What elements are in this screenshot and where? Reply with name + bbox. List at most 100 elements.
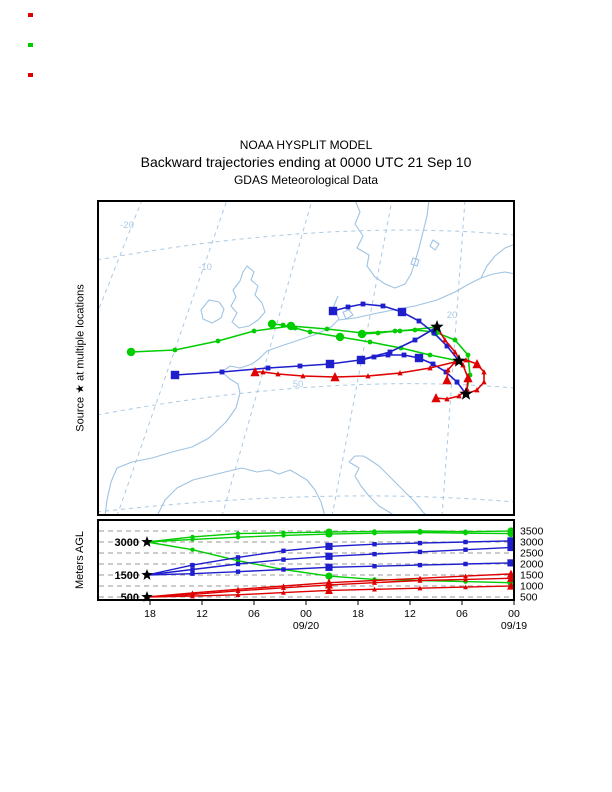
trajectory-marker [397, 370, 403, 376]
agl-scale-label: 2500 [520, 548, 544, 560]
meters-agl-axis-label: Meters AGL [74, 530, 86, 590]
time-tick-label: 12 [404, 608, 416, 620]
print-mark [28, 13, 33, 17]
trajectory-marker [375, 330, 381, 336]
trajectory-marker [417, 530, 423, 535]
trajectory-marker [235, 531, 241, 536]
trajectory-marker [325, 572, 333, 580]
agl-scale-label: 1500 [520, 570, 544, 582]
map-border [97, 200, 515, 516]
trajectory-marker [454, 379, 460, 385]
trajectory-marker [465, 352, 471, 358]
agl-scale-label: 1000 [520, 581, 544, 593]
trajectory-marker [385, 352, 391, 358]
trajectory-marker [452, 337, 458, 343]
trajectory-marker [416, 318, 422, 324]
trajectory-marker [414, 353, 424, 363]
trajectory-marker [360, 301, 366, 307]
trajectory-marker [387, 349, 393, 355]
trajectory-marker [235, 534, 241, 540]
trajectory-marker [300, 373, 306, 379]
trajectory-marker [397, 307, 407, 317]
trajectory-marker [372, 531, 377, 536]
trajectory-marker [463, 573, 468, 579]
trajectory-marker [463, 372, 473, 383]
trajectory-marker [328, 306, 338, 316]
trajectory-marker [401, 352, 407, 358]
time-tick-label: 12 [196, 608, 208, 620]
trajectory-marker [325, 586, 333, 594]
trajectory-marker [357, 329, 367, 339]
trajectory-marker [292, 325, 298, 331]
trajectory-marker [365, 373, 371, 379]
trajectory-marker [463, 539, 468, 545]
trajectory-marker [281, 533, 286, 538]
trajectory-marker [431, 330, 437, 336]
trajectory-marker [463, 357, 469, 363]
trajectory-marker [367, 339, 373, 345]
trajectory-marker [307, 329, 313, 335]
print-mark [28, 43, 33, 47]
trajectory-marker [372, 542, 377, 547]
time-tick-label: 18 [144, 608, 156, 620]
grid-label: -10 [198, 262, 212, 273]
trajectory-marker [463, 576, 468, 582]
source-star-icon [430, 320, 444, 333]
title-block: NOAA HYSPLIT MODEL Backward trajectories… [0, 138, 612, 187]
trajectory-marker [507, 573, 515, 582]
trajectory-marker [235, 555, 241, 560]
trajectory-marker [297, 363, 303, 369]
trajectory-marker [417, 585, 423, 591]
trajectory-marker [507, 559, 515, 567]
trajectory-marker [507, 530, 515, 538]
trajectory-marker [417, 577, 423, 583]
trajectory-marker [452, 349, 458, 355]
trajectory-marker [507, 537, 515, 545]
agl-scale-label: 2000 [520, 559, 544, 571]
agl-scale-label: 3000 [520, 537, 544, 549]
trajectory-marker [371, 354, 377, 360]
trajectory-marker [267, 319, 277, 329]
trajectory-marker [380, 303, 386, 309]
trajectory-marker [460, 362, 466, 368]
trajectory-marker [427, 352, 433, 358]
latlon-grid [97, 200, 515, 516]
trajectory-marker [372, 564, 377, 569]
grid-label: 50 [293, 379, 304, 390]
coastline [104, 200, 515, 516]
grid-label: -20 [120, 220, 134, 231]
trajectory-marker [472, 358, 482, 369]
trajectory-marker [190, 562, 195, 568]
trajectory-marker [442, 337, 448, 343]
trajectory-marker [507, 569, 515, 578]
height-profile-panel: 3500300025002000150010005003000150050018… [97, 519, 544, 632]
latlon-grid-labels: -20 -10 20 50 [120, 220, 457, 390]
trajectory-marker [445, 367, 451, 373]
trajectory-marker [325, 542, 333, 550]
trajectory-marker [417, 562, 423, 568]
trajectory-marker [126, 347, 136, 357]
source-star-icon [141, 536, 153, 547]
trajectory-marker [325, 552, 333, 560]
start-height-label: 3000 [115, 537, 139, 549]
trajectory-marker [190, 593, 195, 599]
trajectory-marker [392, 328, 398, 334]
plot-title: Backward trajectories ending at 0000 UTC… [140, 154, 472, 170]
model-title: NOAA HYSPLIT MODEL [239, 138, 373, 152]
trajectory-marker [281, 557, 286, 562]
trajectory-marker [507, 581, 515, 590]
trajectory-marker [190, 547, 195, 552]
trajectory-marker [442, 374, 452, 385]
trajectory-marker [463, 547, 468, 552]
height-profile-layer: 3500300025002000150010005003000150050018… [99, 526, 544, 632]
trajectory-marker [372, 551, 377, 557]
trajectory-marker [463, 531, 468, 536]
trajectory-marker [463, 561, 468, 567]
source-star-icon [452, 354, 466, 367]
trajectory-marker [456, 393, 462, 399]
trajectory-marker [372, 580, 377, 585]
trajectory-marker [280, 322, 286, 328]
trajectory-marker [345, 304, 351, 310]
plot-subtitle: GDAS Meteorological Data [233, 173, 379, 187]
